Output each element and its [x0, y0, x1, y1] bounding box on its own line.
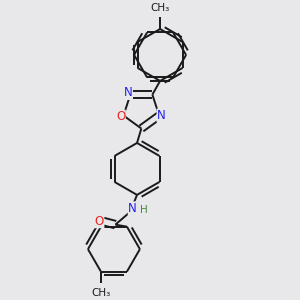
- Text: O: O: [94, 215, 104, 228]
- Text: O: O: [116, 110, 125, 123]
- Text: CH₃: CH₃: [91, 287, 111, 298]
- Text: N: N: [128, 202, 137, 215]
- Text: N: N: [124, 86, 132, 99]
- Text: CH₃: CH₃: [151, 3, 170, 13]
- Text: H: H: [140, 205, 148, 214]
- Text: N: N: [157, 109, 166, 122]
